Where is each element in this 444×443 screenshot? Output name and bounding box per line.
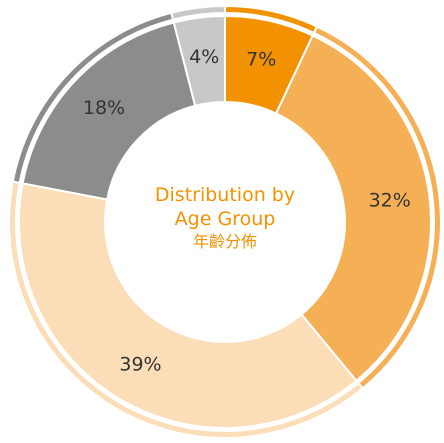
center-title-block: Distribution by Age Group 年齡分佈 <box>140 183 310 253</box>
data-label: 18% <box>83 97 125 119</box>
data-label: 32% <box>369 190 411 212</box>
data-label: 7% <box>246 48 276 70</box>
donut-segment <box>170 4 226 107</box>
data-label: 39% <box>119 353 161 375</box>
chart-subtitle: 年齡分佈 <box>192 232 257 251</box>
data-label: 4% <box>189 46 219 68</box>
chart-title: Distribution by Age Group <box>154 184 296 230</box>
